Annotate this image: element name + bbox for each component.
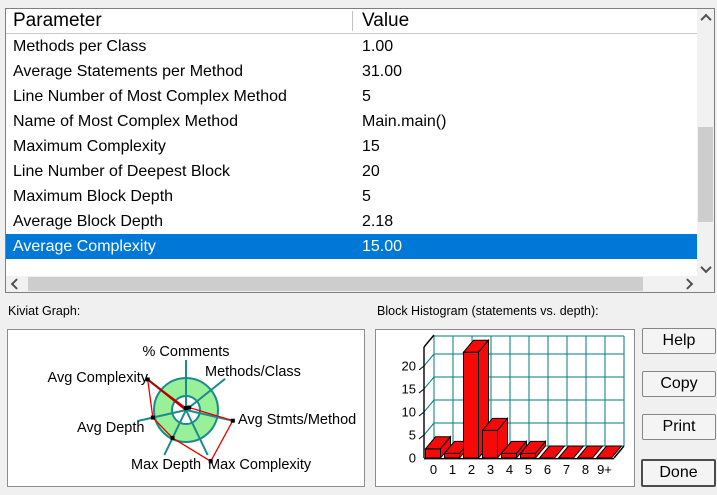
table-row[interactable]: Maximum Block Depth 5 [6,184,697,209]
histogram-y-tick-label: 15 [402,382,416,397]
value-cell: Main.main() [362,113,447,130]
value-cell: 15 [362,138,380,155]
histogram-x-tick-label: 8 [582,462,589,477]
scrollbar-corner [697,276,714,292]
copy-button[interactable]: Copy [642,371,716,397]
kiviat-axis-label: Max Depth [131,457,201,473]
kiviat-axis-label: Avg Complexity [48,370,149,386]
table-row[interactable]: Line Number of Most Complex Method 5 [6,84,697,109]
table-row[interactable]: Name of Most Complex Method Main.main() [6,109,697,134]
column-header-parameter[interactable]: Parameter [13,10,102,31]
histogram-x-tick-label: 5 [525,462,532,477]
horizontal-scrollbar[interactable] [6,276,697,292]
table-row[interactable]: Methods per Class 1.00 [6,34,697,59]
param-cell: Average Statements per Method [13,63,244,80]
chevron-right-icon [681,278,693,290]
value-cell: 15.00 [362,238,403,255]
param-cell: Line Number of Most Complex Method [13,88,287,105]
param-cell: Maximum Block Depth [13,188,174,205]
kiviat-axis-label: Max Complexity [208,457,312,473]
table-row[interactable]: Average Block Depth 2.18 [6,209,697,234]
block-histogram-panel: 0 5 10 15 20 0 1 2 3 4 5 6 7 8 9+ [375,329,635,487]
kiviat-radar-chart: % Comments Methods/Class Avg Stmts/Method M… [48,344,357,473]
table-header: Parameter Value [6,9,697,34]
kiviat-axis-label: Avg Stmts/Method [238,412,356,428]
histogram-y-tick-label: 0 [409,451,416,466]
column-divider[interactable] [352,11,354,31]
histogram-x-tick-label: 0 [430,462,437,477]
param-cell: Methods per Class [13,38,147,55]
vertical-scroll-thumb[interactable] [698,127,713,222]
kiviat-axis-label: Avg Depth [77,420,144,436]
metrics-table: Parameter Value Methods per Class 1.00 Ave… [5,8,715,293]
param-cell: Line Number of Deepest Block [13,163,230,180]
chevron-up-icon [699,13,712,25]
kiviat-axis-label: % Comments [142,344,229,360]
block-histogram-label: Block Histogram (statements vs. depth): [377,304,599,318]
histogram-x-tick-label: 2 [468,462,475,477]
histogram-x-tick-label: 4 [506,462,513,477]
done-button[interactable]: Done [641,459,716,487]
chevron-down-icon [699,261,712,273]
scroll-up-button[interactable] [697,9,714,26]
value-cell: 1.00 [362,38,394,55]
value-cell: 5 [362,188,371,205]
vertical-scrollbar[interactable] [697,9,714,277]
kiviat-graph-panel: % Comments Methods/Class Avg Stmts/Method M… [7,329,365,487]
column-header-value[interactable]: Value [362,10,410,31]
help-button[interactable]: Help [642,328,716,354]
param-cell: Name of Most Complex Method [13,113,238,130]
value-cell: 31.00 [362,63,403,80]
scroll-right-button[interactable] [680,276,697,292]
table-row[interactable]: Line Number of Deepest Block 20 [6,159,697,184]
scroll-left-button[interactable] [6,276,23,292]
table-row[interactable]: Average Statements per Method 31.00 [6,59,697,84]
scroll-down-button[interactable] [697,260,714,277]
table-row[interactable]: Average Complexity 15.00 [6,234,697,259]
value-cell: 5 [362,88,371,105]
histogram-x-tick-label: 7 [563,462,570,477]
kiviat-axis-label: Methods/Class [205,364,301,380]
table-row[interactable]: Maximum Complexity 15 [6,134,697,159]
param-cell: Average Complexity [13,238,156,255]
param-cell: Average Block Depth [13,213,164,230]
histogram-x-tick-label: 3 [487,462,494,477]
table-body: Methods per Class 1.00 Average Statements … [6,34,697,276]
histogram-x-tick-label: 6 [544,462,551,477]
histogram-x-tick-label: 9+ [597,462,612,477]
value-cell: 20 [362,163,380,180]
horizontal-scroll-thumb[interactable] [28,277,643,291]
chevron-left-icon [10,278,22,290]
histogram-y-tick-label: 5 [409,428,416,443]
histogram-x-tick-label: 1 [449,462,456,477]
value-cell: 2.18 [362,213,394,230]
param-cell: Maximum Complexity [13,138,166,155]
kiviat-graph-label: Kiviat Graph: [8,304,81,318]
print-button[interactable]: Print [642,414,716,440]
histogram-y-tick-label: 10 [402,405,416,420]
histogram-y-tick-label: 20 [402,359,416,374]
